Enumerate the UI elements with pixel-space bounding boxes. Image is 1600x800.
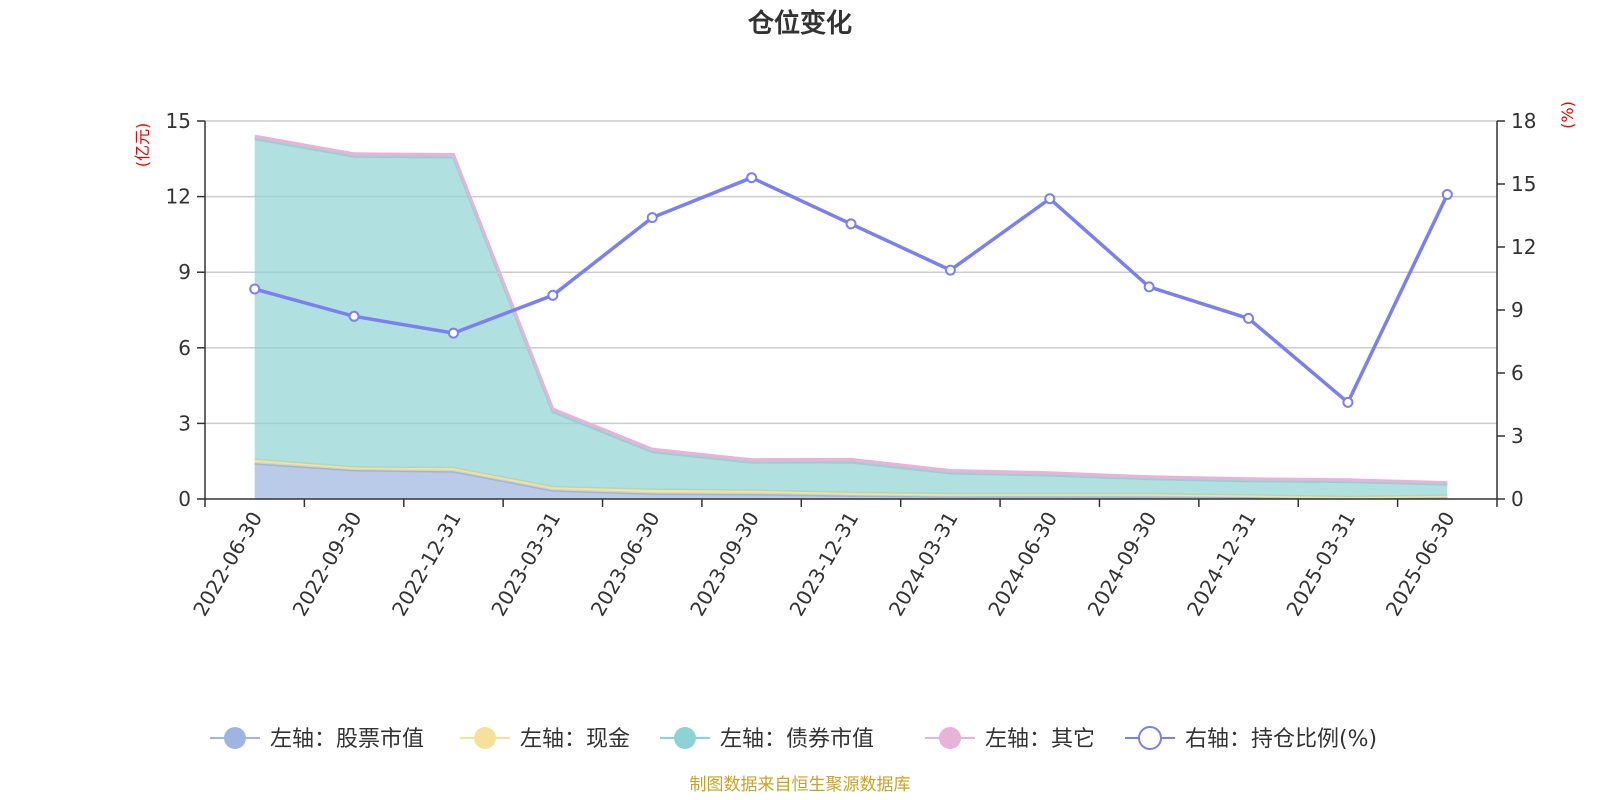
ratio-point[interactable] [1342,396,1354,408]
x-axis-tick-label: 2022-09-30 [288,508,367,621]
x-axis-tick-label: 2024-09-30 [1083,508,1162,621]
ratio-point[interactable] [348,310,360,322]
left-axis-tick-label: 9 [178,260,191,284]
x-axis-tick-label: 2025-03-31 [1281,508,1360,621]
ratio-point[interactable] [1143,281,1155,293]
left-axis-unit: (亿元) [133,123,152,168]
ratio-point[interactable] [249,283,261,295]
legend-label: 左轴：股票市值 [270,727,424,752]
legend-label: 左轴：其它 [985,727,1095,752]
left-axis-tick-label: 12 [166,185,191,209]
ratio-point[interactable] [447,327,459,339]
left-axis-tick-label: 3 [178,411,191,435]
legend: 左轴：股票市值 左轴：现金 左轴：债券市值 左轴：其它 右轴：持仓比例(%) [210,726,1377,752]
legend-swatch-marker [939,727,961,749]
legend-swatch-marker [474,727,496,749]
legend-item[interactable]: 左轴：债券市值 [660,727,874,752]
ratio-point[interactable] [547,289,559,301]
right-axis-tick-label: 9 [1511,298,1524,322]
ratio-point[interactable] [1243,312,1255,324]
chart-title: 仓位变化 [747,8,852,39]
legend-item[interactable]: 右轴：持仓比例(%) [1125,726,1377,752]
legend-item[interactable]: 左轴：其它 [925,727,1095,752]
ratio-point[interactable] [746,172,758,184]
x-axis-tick-label: 2023-12-31 [784,508,863,621]
legend-swatch-marker [224,727,246,749]
x-axis-tick-label: 2023-09-30 [685,508,764,621]
x-axis-tick-label: 2022-12-31 [387,508,466,621]
right-axis-tick-label: 18 [1511,109,1536,133]
data-source-note: 制图数据来自恒生聚源数据库 [690,775,911,795]
x-axis-tick-label: 2023-03-31 [486,508,565,621]
left-axis-tick-label: 15 [166,109,191,133]
x-axis-tick-label: 2023-06-30 [586,508,665,621]
x-axis-tick-label: 2024-12-31 [1182,508,1261,621]
legend-swatch-marker [674,727,696,749]
stacked-area [254,138,1448,498]
legend-item[interactable]: 左轴：股票市值 [210,727,424,752]
left-axis-tick-label: 0 [178,487,191,511]
ratio-point[interactable] [944,264,956,276]
x-axis-tick-label: 2024-06-30 [983,508,1062,621]
ratio-point[interactable] [1441,189,1453,200]
stacked-areas [254,134,1448,500]
legend-label: 右轴：持仓比例(%) [1185,727,1377,752]
left-axis-tick-label: 6 [178,336,191,360]
ratio-point[interactable] [845,218,857,230]
legend-label: 左轴：现金 [520,727,630,752]
legend-swatch-marker [1138,726,1162,750]
ratio-point[interactable] [1044,193,1056,205]
right-axis-unit: (%) [1558,101,1577,129]
right-axis-tick-label: 6 [1511,361,1524,385]
legend-item[interactable]: 左轴：现金 [460,727,630,752]
x-axis-tick-label: 2022-06-30 [188,508,267,621]
right-axis-tick-label: 3 [1511,424,1524,448]
legend-label: 左轴：债券市值 [720,727,874,752]
right-axis-tick-label: 15 [1511,172,1536,196]
stacked-area [254,463,1448,499]
x-axis-tick-label: 2024-03-31 [884,508,963,621]
stacked-area-edge [254,134,1448,485]
x-axis-tick-label: 2025-06-30 [1381,508,1460,621]
right-axis-tick-label: 12 [1511,235,1536,259]
ratio-line-layer [249,172,1453,408]
right-axis-tick-label: 0 [1511,487,1524,511]
ratio-point[interactable] [646,212,658,224]
